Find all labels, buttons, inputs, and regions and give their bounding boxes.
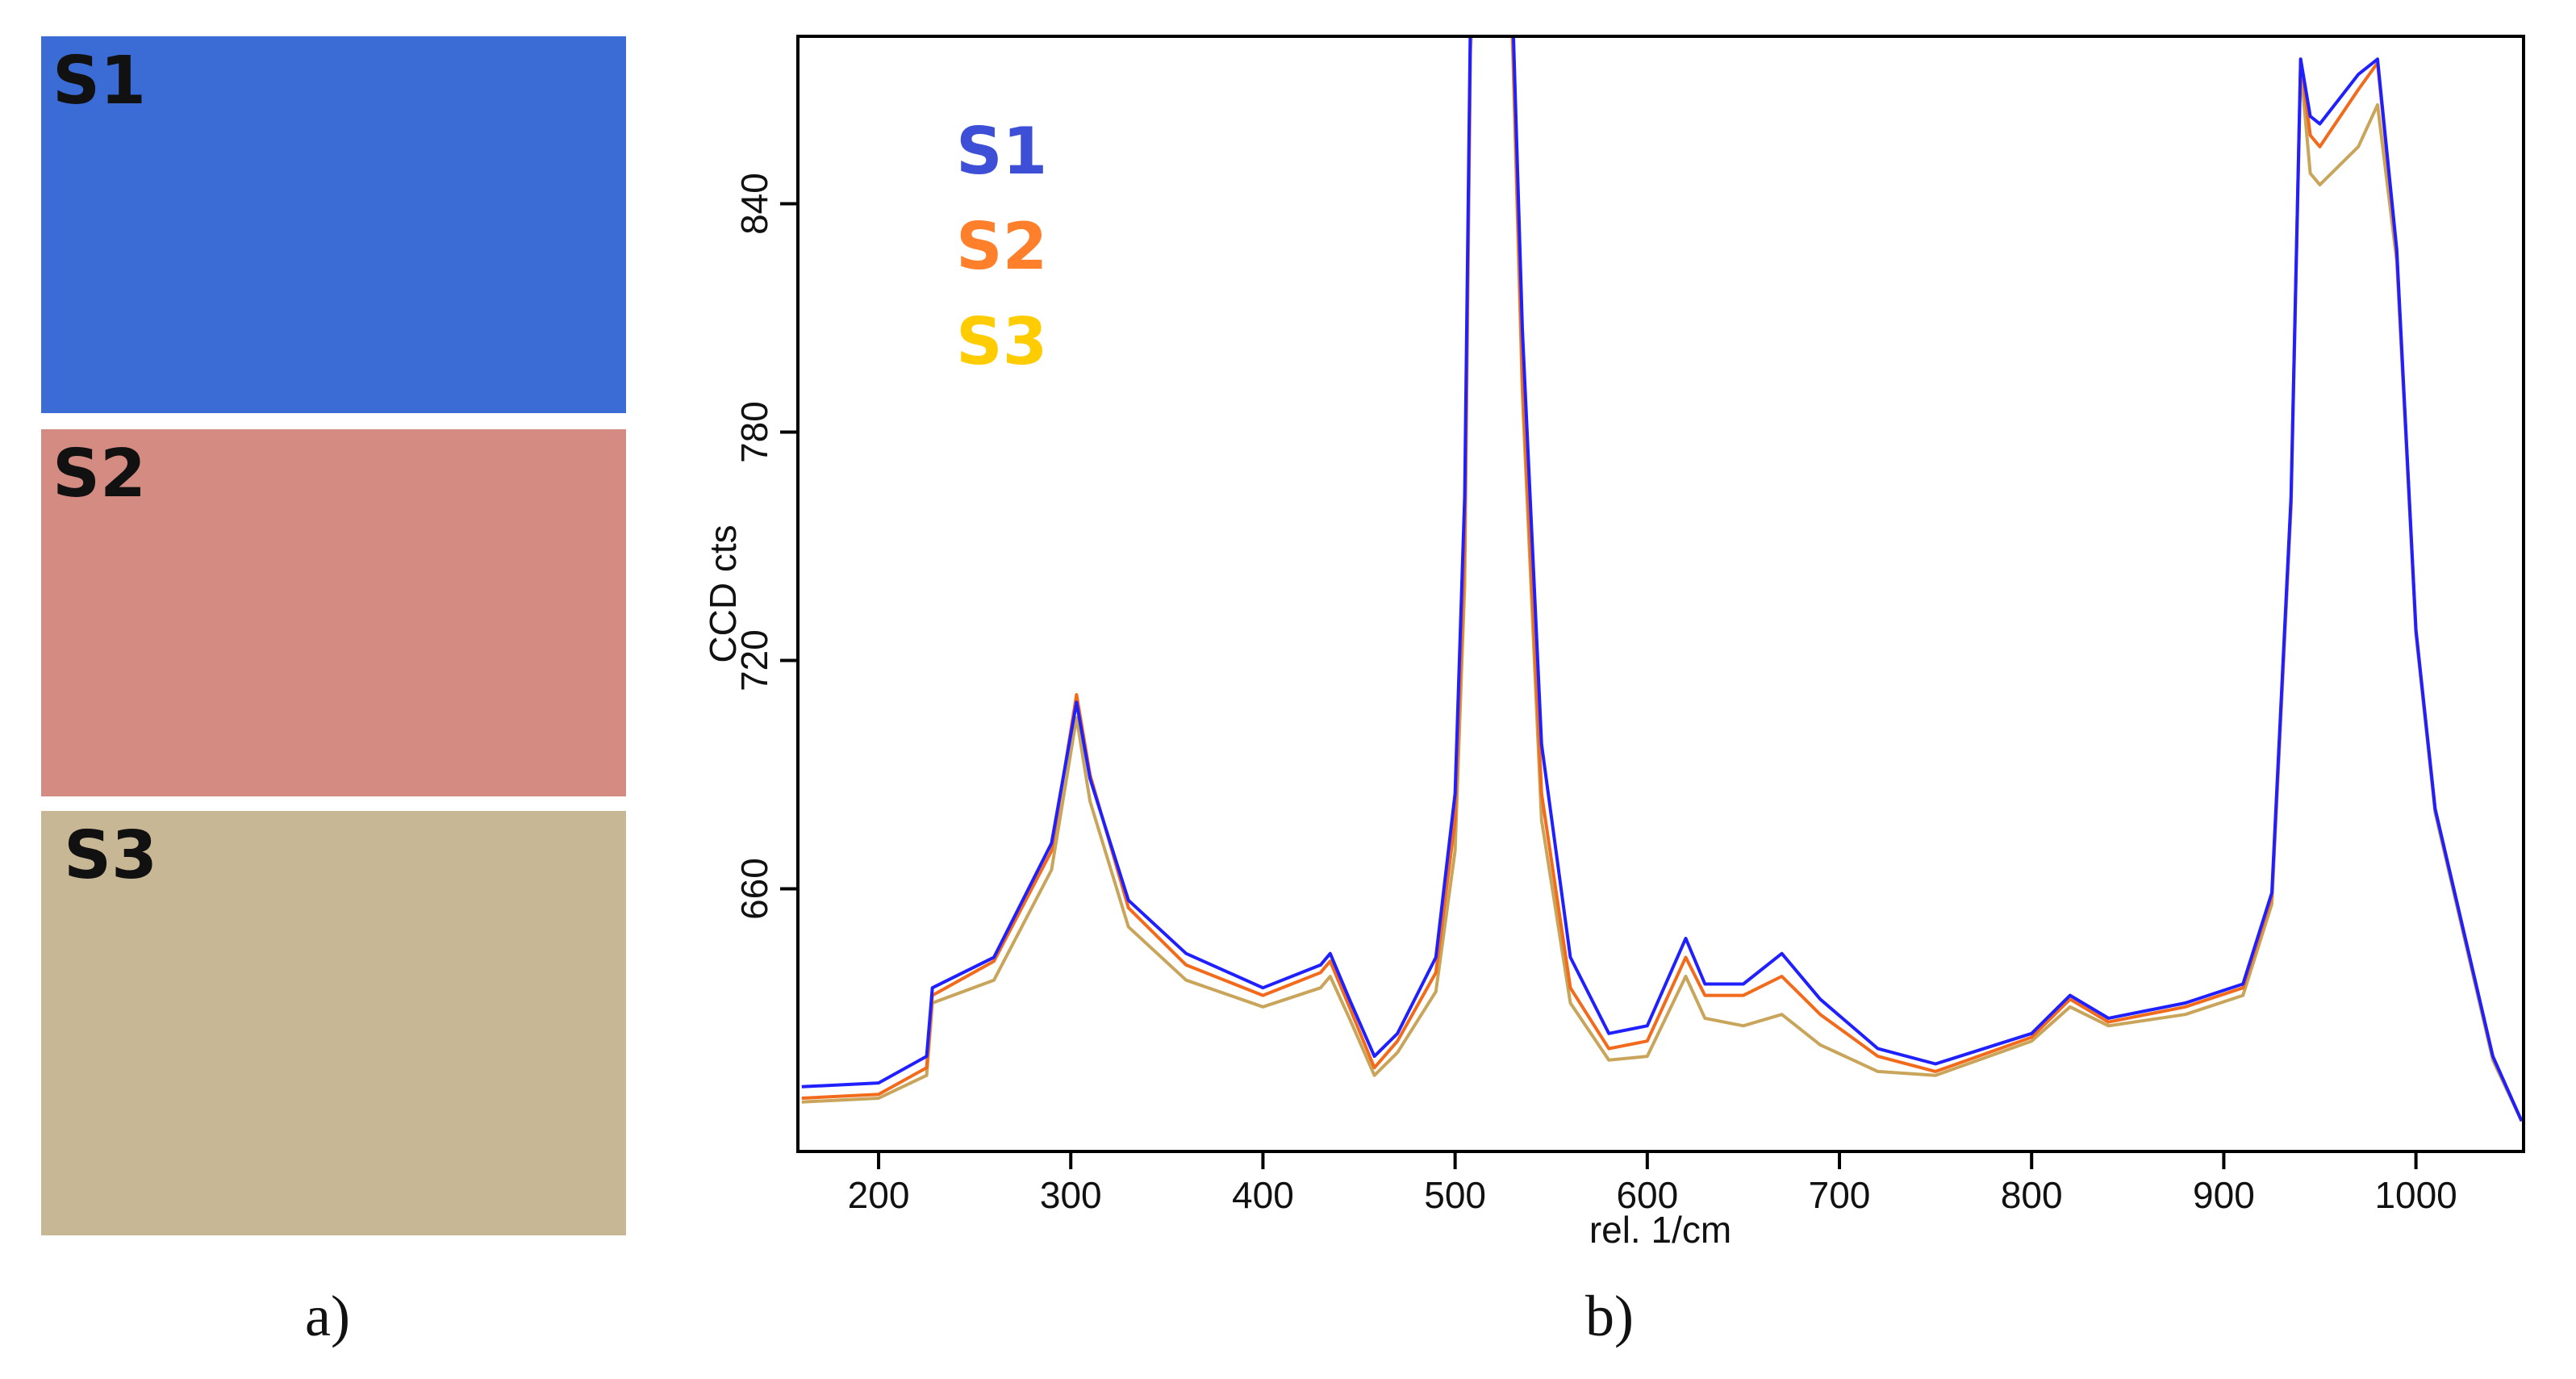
x-tick-label: 500 xyxy=(1424,1174,1486,1216)
x-tick-label: 600 xyxy=(1616,1174,1678,1216)
series-line-s1 xyxy=(801,36,2524,1122)
swatch-s3: S3 xyxy=(41,811,626,1235)
y-tick-label: 840 xyxy=(733,173,775,235)
x-tick-label: 800 xyxy=(2001,1174,2063,1216)
swatch-s2: S2 xyxy=(41,429,626,796)
series-line-s3 xyxy=(801,36,2524,1122)
plot-frame xyxy=(796,35,2525,1153)
swatch-label: S3 xyxy=(64,817,158,894)
series-line-s2 xyxy=(801,36,2524,1122)
x-tick-label: 400 xyxy=(1232,1174,1294,1216)
x-tick-label: 900 xyxy=(2193,1174,2255,1216)
legend-entry-s2: S2 xyxy=(956,209,1047,284)
x-axis-label: rel. 1/cm xyxy=(1589,1209,1731,1251)
y-axis-label: CCD cts xyxy=(702,524,744,662)
y-tick-label: 780 xyxy=(733,401,775,463)
x-tick-label: 200 xyxy=(848,1174,910,1216)
swatch-s1: S1 xyxy=(41,36,626,413)
legend-entry-s3: S3 xyxy=(956,304,1047,379)
legend-entry-s1: S1 xyxy=(956,114,1047,189)
x-tick-label: 1000 xyxy=(2374,1174,2457,1216)
x-tick-label: 700 xyxy=(1809,1174,1871,1216)
y-tick-label: 660 xyxy=(733,858,775,920)
y-tick-label: 720 xyxy=(733,629,775,692)
panel-a-label: a) xyxy=(305,1284,350,1348)
swatch-label: S1 xyxy=(52,43,147,119)
swatch-label: S2 xyxy=(52,436,147,512)
panel-b-label: b) xyxy=(1585,1284,1634,1348)
x-tick-label: 300 xyxy=(1040,1174,1102,1216)
